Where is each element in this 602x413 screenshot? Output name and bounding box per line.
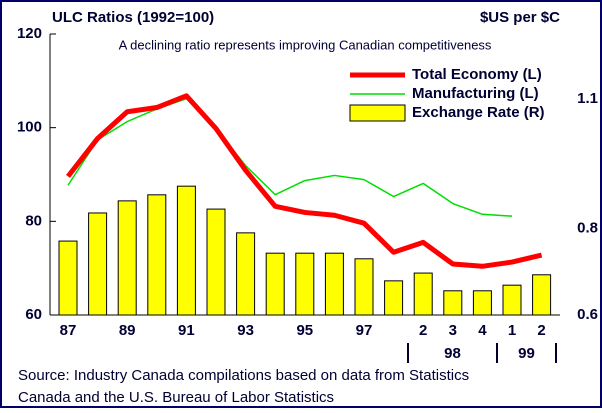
bar	[295, 252, 315, 316]
bar	[532, 274, 552, 316]
legend-label: Exchange Rate (R)	[412, 104, 545, 121]
legend-label: Manufacturing (L)	[412, 85, 539, 102]
x-tick-label: 3	[449, 322, 457, 339]
x-tick-label: 89	[119, 322, 136, 339]
line	[66, 93, 543, 269]
y-tick-label: 120	[17, 25, 42, 42]
line	[67, 97, 513, 217]
x-tick-label: 2	[419, 322, 427, 339]
legend-swatch	[349, 104, 406, 122]
bar	[324, 252, 344, 316]
bar	[176, 185, 196, 316]
y-tick-label: 80	[25, 212, 42, 229]
x-tick-label: 4	[478, 322, 487, 339]
legend-label: Total Economy (L)	[412, 66, 542, 83]
subtitle: A declining ratio represents improving C…	[119, 37, 492, 52]
bar	[384, 280, 404, 316]
bar	[354, 258, 374, 316]
x-tick-label: 93	[237, 322, 254, 339]
bar	[58, 240, 78, 316]
bar	[206, 208, 226, 316]
bar	[236, 232, 256, 316]
x-tick-label: 87	[60, 322, 77, 339]
y-tick-label: 100	[17, 119, 42, 136]
bar	[443, 290, 463, 316]
bar	[413, 272, 433, 316]
chart-title: ULC Ratios (1992=100)	[52, 9, 214, 26]
bar	[88, 212, 108, 316]
bar	[265, 252, 285, 316]
y2-title: $US per $C	[480, 9, 560, 26]
y2-tick-label: 0.8	[577, 220, 598, 237]
x-tick-label: 97	[356, 322, 373, 339]
x-group-label: 98	[444, 345, 461, 362]
x-tick-label: 1	[508, 322, 516, 339]
source: Source: Industry Canada compilations bas…	[18, 367, 469, 384]
x-tick-label: 2	[537, 322, 545, 339]
bar	[147, 194, 167, 316]
bar	[502, 284, 522, 316]
y2-tick-label: 1.1	[577, 90, 598, 107]
x-tick-label: 95	[296, 322, 313, 339]
bar	[472, 290, 492, 316]
y-tick-label: 60	[25, 306, 42, 323]
x-tick-label: 91	[178, 322, 195, 339]
y2-tick-label: 0.6	[577, 306, 598, 323]
source: Canada and the U.S. Bureau of Labor Stat…	[18, 389, 334, 406]
x-group-label: 99	[518, 345, 535, 362]
bar	[117, 200, 137, 316]
